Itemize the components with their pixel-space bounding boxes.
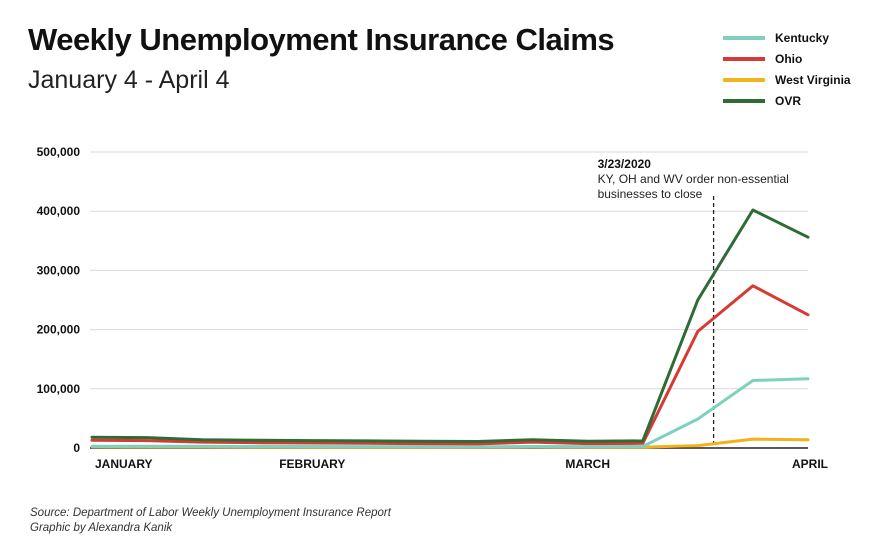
legend-label-kentucky: Kentucky xyxy=(775,30,830,45)
legend-label-ovr: OVR xyxy=(775,93,802,108)
legend-label-west-virginia: West Virginia xyxy=(775,72,851,87)
x-tick-label: JANUARY xyxy=(95,457,153,471)
y-tick-label: 500,000 xyxy=(37,145,81,159)
line-chart: 0 100,000 200,000 300,000 400,000 500,000 JAN… xyxy=(37,145,828,471)
annotation: 3/23/2020 KY, OH and WV order non-essent… xyxy=(598,157,789,448)
credit-line: Graphic by Alexandra Kanik xyxy=(30,522,173,534)
legend-swatch-west-virginia xyxy=(723,77,765,82)
legend-item-west-virginia: West Virginia xyxy=(723,69,873,90)
legend-label-ohio: Ohio xyxy=(775,51,803,66)
series-line-ovr xyxy=(90,208,810,443)
chart-subtitle: January 4 - April 4 xyxy=(28,66,230,94)
series-line-kentucky xyxy=(90,377,810,449)
source-note: Source: Department of Labor Weekly Unemp… xyxy=(30,506,391,536)
legend-item-kentucky: Kentucky xyxy=(723,27,873,48)
annotation-date: 3/23/2020 xyxy=(598,157,652,171)
y-tick-label: 100,000 xyxy=(37,382,81,396)
legend-swatch-ovr xyxy=(723,98,765,103)
x-axis-tick-labels: JANUARY FEBRUARY MARCH APRIL xyxy=(95,457,828,471)
legend-item-ohio: Ohio xyxy=(723,48,873,69)
source-line: Source: Department of Labor Weekly Unemp… xyxy=(30,507,391,519)
legend-swatch-kentucky xyxy=(723,35,765,40)
x-tick-label: MARCH xyxy=(565,457,610,471)
series-lines xyxy=(90,208,810,449)
x-tick-label: APRIL xyxy=(792,457,828,471)
legend-item-ovr: OVR xyxy=(723,90,873,111)
legend-swatch-ohio xyxy=(723,56,765,61)
y-tick-label: 200,000 xyxy=(37,323,81,337)
annotation-text-line-2: businesses to close xyxy=(598,187,703,201)
legend: Kentucky Ohio West Virginia OVR xyxy=(723,27,873,111)
annotation-text-line-1: KY, OH and WV order non-essential xyxy=(598,172,789,186)
x-tick-label: FEBRUARY xyxy=(279,457,345,471)
y-tick-label: 400,000 xyxy=(37,204,81,218)
y-axis-tick-labels: 0 100,000 200,000 300,000 400,000 500,000 xyxy=(37,145,81,455)
chart-title: Weekly Unemployment Insurance Claims xyxy=(28,22,615,57)
y-tick-label: 300,000 xyxy=(37,263,81,277)
y-tick-label: 0 xyxy=(73,441,80,455)
series-line-ohio xyxy=(90,284,810,446)
